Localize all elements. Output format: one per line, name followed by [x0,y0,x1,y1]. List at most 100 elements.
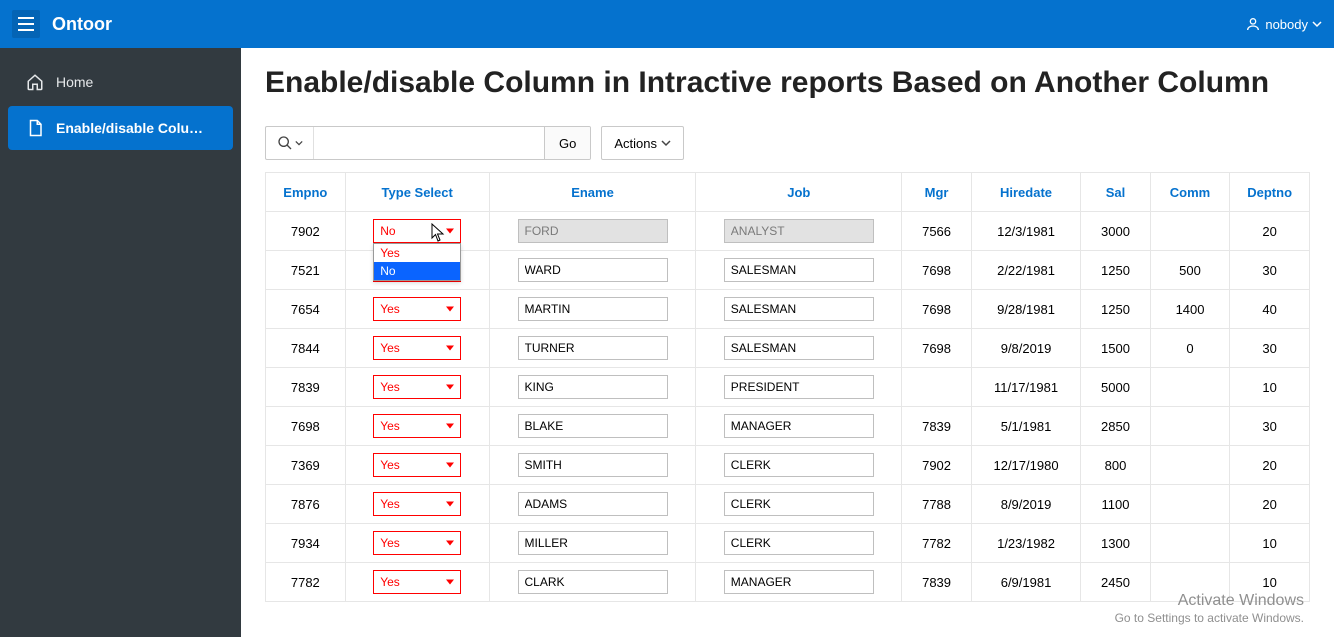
cell-ename [489,563,696,602]
sidebar-item-enable-disable[interactable]: Enable/disable Column in ... [8,106,233,150]
user-menu[interactable]: nobody [1245,16,1322,32]
type-select[interactable]: No [373,219,461,243]
type-select[interactable]: Yes [373,375,461,399]
dropdown-option-no[interactable]: No [374,262,460,280]
cell-type: Yes [345,485,489,524]
cell-deptno: 10 [1230,563,1310,602]
cell-deptno: 30 [1230,329,1310,368]
dropdown-option-yes[interactable]: Yes [374,244,460,262]
cell-sal: 1300 [1081,524,1151,563]
type-select[interactable]: Yes [373,570,461,594]
cell-type: Yes [345,563,489,602]
type-select[interactable]: Yes [373,297,461,321]
job-input[interactable] [724,375,874,399]
sidebar-item-home[interactable]: Home [8,60,233,104]
cell-ename [489,407,696,446]
cell-sal: 1500 [1081,329,1151,368]
cell-type: Yes [345,524,489,563]
job-input[interactable] [724,531,874,555]
cell-deptno: 10 [1230,524,1310,563]
ename-input[interactable] [518,570,668,594]
cell-ename [489,368,696,407]
table-row: 7876Yes77888/9/2019110020 [266,485,1310,524]
cell-hiredate: 2/22/1981 [971,251,1080,290]
cell-sal: 2850 [1081,407,1151,446]
menu-button[interactable] [12,10,40,38]
cell-type: Yes [345,368,489,407]
user-label: nobody [1265,17,1308,32]
report-toolbar: Go Actions [265,126,1310,160]
type-select[interactable]: Yes [373,531,461,555]
cell-mgr: 7839 [902,407,972,446]
job-input[interactable] [724,258,874,282]
type-select-dropdown[interactable]: Yes No [373,243,461,281]
search-column-select[interactable] [266,127,314,159]
col-header-empno[interactable]: Empno [266,173,346,212]
main-content: Enable/disable Column in Intractive repo… [241,48,1334,637]
job-input[interactable] [724,336,874,360]
cell-mgr: 7566 [902,212,972,251]
cell-job [696,446,902,485]
type-select[interactable]: Yes [373,336,461,360]
actions-label: Actions [614,136,657,151]
cell-comm: 0 [1150,329,1230,368]
ename-input [518,219,668,243]
ename-input[interactable] [518,492,668,516]
sidebar-item-label: Enable/disable Column in ... [56,120,215,136]
col-header-ename[interactable]: Ename [489,173,696,212]
actions-menu-button[interactable]: Actions [601,126,684,160]
type-select[interactable]: Yes [373,414,461,438]
cell-type: Yes [345,407,489,446]
doc-icon [26,119,44,137]
job-input[interactable] [724,414,874,438]
col-header-hire[interactable]: Hiredate [971,173,1080,212]
sidebar-item-label: Home [56,74,215,90]
cell-sal: 2450 [1081,563,1151,602]
cell-deptno: 20 [1230,485,1310,524]
cell-job [696,290,902,329]
table-header-row: Empno Type Select Ename Job Mgr Hiredate… [266,173,1310,212]
ename-input[interactable] [518,375,668,399]
job-input[interactable] [724,492,874,516]
job-input[interactable] [724,570,874,594]
col-header-comm[interactable]: Comm [1150,173,1230,212]
cell-comm [1150,524,1230,563]
cell-deptno: 20 [1230,212,1310,251]
cell-comm [1150,407,1230,446]
cell-empno: 7654 [266,290,346,329]
cell-type: Yes [345,329,489,368]
type-select[interactable]: Yes [373,492,461,516]
chevron-down-icon [661,138,671,148]
cell-type: Yes [345,290,489,329]
cell-empno: 7934 [266,524,346,563]
cell-comm [1150,485,1230,524]
cell-comm [1150,368,1230,407]
cell-sal: 1100 [1081,485,1151,524]
job-input[interactable] [724,453,874,477]
col-header-mgr[interactable]: Mgr [902,173,972,212]
col-header-sal[interactable]: Sal [1081,173,1151,212]
cell-comm [1150,563,1230,602]
employee-table: Empno Type Select Ename Job Mgr Hiredate… [265,172,1310,602]
cell-ename [489,485,696,524]
search-input[interactable] [314,127,544,159]
cell-ename [489,329,696,368]
col-header-dept[interactable]: Deptno [1230,173,1310,212]
cell-hiredate: 11/17/1981 [971,368,1080,407]
ename-input[interactable] [518,297,668,321]
cell-sal: 3000 [1081,212,1151,251]
table-row: 7844Yes76989/8/20191500030 [266,329,1310,368]
chevron-down-icon [295,139,303,147]
job-input[interactable] [724,297,874,321]
ename-input[interactable] [518,414,668,438]
ename-input[interactable] [518,258,668,282]
type-select[interactable]: Yes [373,453,461,477]
ename-input[interactable] [518,531,668,555]
col-header-type[interactable]: Type Select [345,173,489,212]
ename-input[interactable] [518,336,668,360]
cell-hiredate: 9/28/1981 [971,290,1080,329]
go-button[interactable]: Go [544,127,590,159]
col-header-job[interactable]: Job [696,173,902,212]
ename-input[interactable] [518,453,668,477]
cell-job [696,524,902,563]
